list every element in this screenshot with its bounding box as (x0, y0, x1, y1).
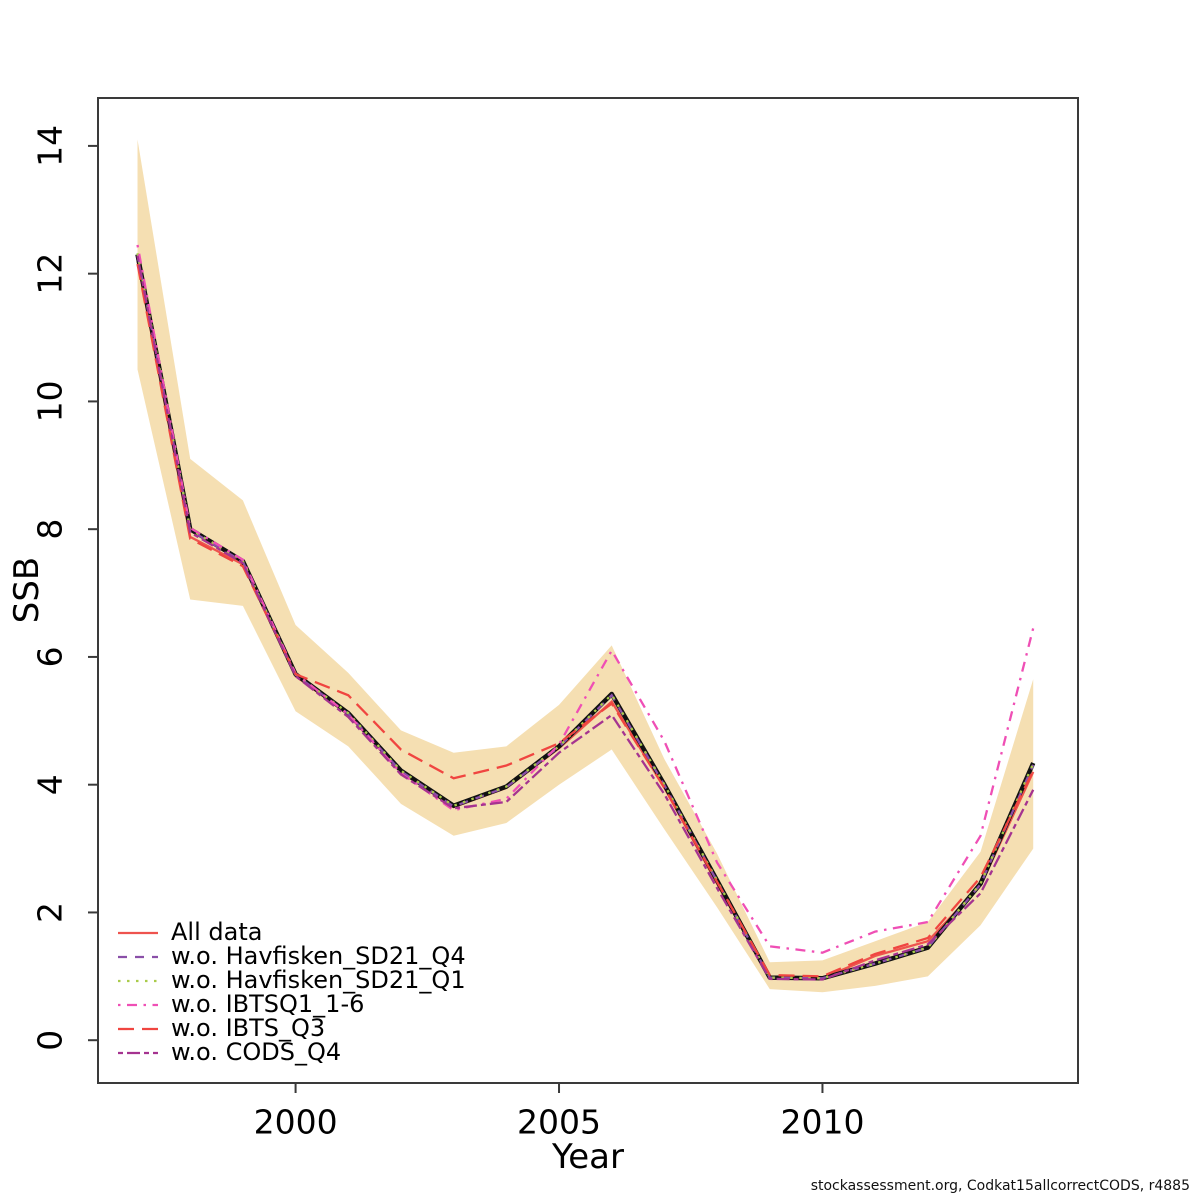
x-tick-label: 2000 (254, 1103, 338, 1142)
x-axis-title: Year (552, 1137, 624, 1177)
y-tick-label: 10 (31, 380, 70, 422)
x-tick-label: 2010 (780, 1103, 864, 1142)
y-tick-label: 0 (31, 1030, 70, 1051)
y-tick-label: 14 (31, 125, 70, 167)
x-tick-label: 2005 (517, 1103, 601, 1142)
legend-label-2: w.o. Havfisken_SD21_Q1 (171, 966, 466, 994)
y-tick-label: 4 (31, 774, 70, 795)
y-axis-title: SSB (7, 556, 47, 624)
legend-label-1: w.o. Havfisken_SD21_Q4 (171, 942, 466, 970)
series-line-5 (136, 255, 1035, 981)
y-tick-label: 6 (31, 646, 70, 667)
confidence-band (137, 139, 1034, 993)
y-tick-label: 2 (31, 902, 70, 923)
y-tick-label: 8 (31, 519, 70, 540)
legend-label-4: w.o. IBTS_Q3 (171, 1014, 325, 1042)
series-line-3 (136, 244, 1035, 954)
footer-attribution: stockassessment.org, Codkat15allcorrectC… (810, 1178, 1190, 1194)
plot-border (97, 97, 1079, 1084)
legend-label-5: w.o. CODS_Q4 (171, 1038, 341, 1066)
legend-label-3: w.o. IBTSQ1_1-6 (171, 990, 364, 1018)
legend-label-0: All data (171, 918, 262, 946)
y-tick-label: 12 (31, 253, 70, 295)
